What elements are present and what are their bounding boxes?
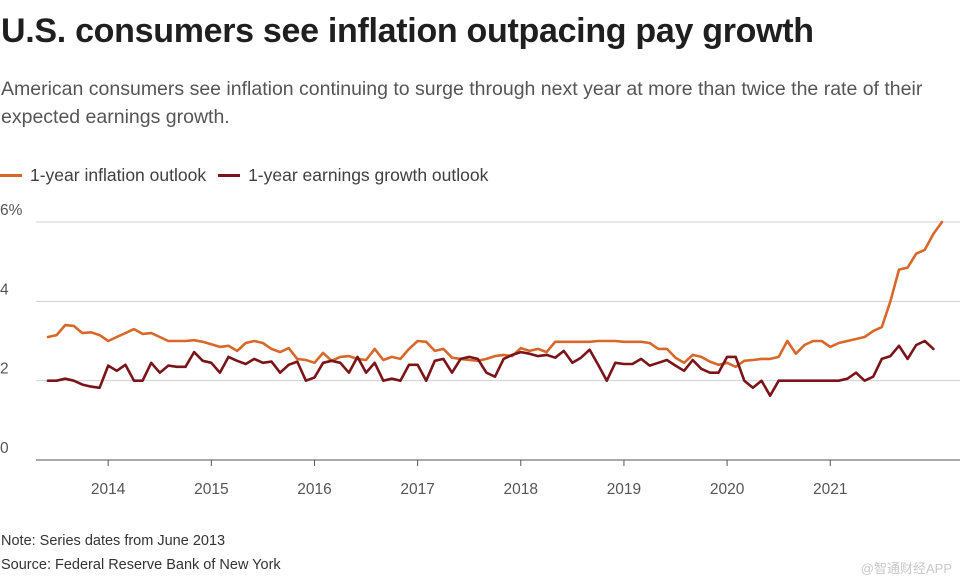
x-tick-label-2015: 2015 [194, 481, 228, 498]
series-line-inflation-outlook [46, 220, 944, 369]
line-chart: 0 2 4 6% 2014 2015 2016 2017 2018 2019 2020 2021 [0, 202, 960, 498]
x-tick-label-2021: 2021 [813, 481, 847, 498]
legend-swatch-earnings [218, 174, 241, 177]
y-tick-label-6: 6% [0, 202, 23, 219]
source-note: Source: Federal Reserve Bank of New York [1, 557, 281, 573]
watermark: @智通财经APP [860, 561, 952, 576]
legend-label-inflation: 1-year inflation outlook [30, 165, 207, 185]
x-tick-label-2019: 2019 [607, 481, 641, 498]
x-tick-label-2018: 2018 [504, 481, 538, 498]
x-tick-label-2016: 2016 [297, 481, 331, 498]
y-axis-ticks: 0 2 4 6% [0, 202, 23, 457]
footnote: Note: Series dates from June 2013 [1, 533, 226, 549]
x-tick-label-2014: 2014 [91, 481, 126, 498]
legend-swatch-inflation [0, 174, 22, 177]
y-tick-label-4: 4 [0, 281, 9, 298]
x-axis-ticks: 2014 2015 2016 2017 2018 2019 2020 2021 [91, 460, 847, 498]
x-tick-label-2017: 2017 [400, 481, 434, 498]
legend-item-inflation: 1-year inflation outlook [0, 165, 206, 186]
y-tick-label-0: 0 [0, 440, 9, 457]
chart-subtitle: American consumers see inflation continu… [1, 78, 923, 128]
legend-label-earnings: 1-year earnings growth outlook [248, 165, 489, 185]
x-tick-label-2020: 2020 [710, 481, 745, 498]
series-lines [46, 220, 944, 397]
legend: 1-year inflation outlook 1-year earnings… [0, 165, 500, 186]
chart-title: U.S. consumers see inflation outpacing p… [1, 12, 814, 50]
y-tick-label-2: 2 [0, 361, 9, 378]
legend-item-earnings: 1-year earnings growth outlook [218, 165, 488, 186]
series-line-earnings-outlook [46, 339, 935, 397]
